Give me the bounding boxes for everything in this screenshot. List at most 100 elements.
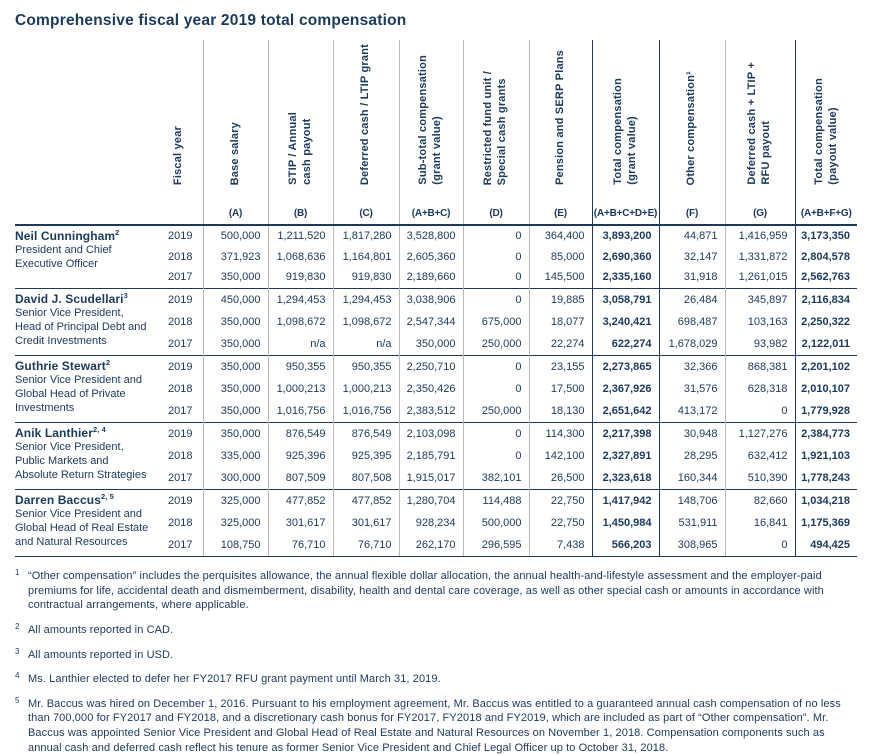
table-cell: 807,509 <box>267 466 333 490</box>
column-header-label: Restricted fund unit / Special cash gran… <box>482 70 508 185</box>
table-cell: 18,077 <box>528 310 592 333</box>
table-cell: 1,211,520 <box>267 224 333 247</box>
person-footnote-ref: 2, 5 <box>101 491 114 501</box>
table-cell: 2,250,322 <box>794 310 857 333</box>
table-cell: 413,172 <box>677 404 718 417</box>
footnote-marker: 3 <box>15 646 20 656</box>
compensation-table: Fiscal year Base salary STIP / Annual cash… <box>15 40 857 558</box>
table-cell: 23,155 <box>528 354 592 378</box>
table-cell: 2,189,660 <box>398 267 463 288</box>
fiscal-year-cell: 2017 <box>168 471 193 484</box>
table-cell: 76,710 <box>332 533 399 558</box>
table-cell: 103,163 <box>724 310 795 333</box>
table-cell: 2,367,926 <box>591 377 660 400</box>
table-cell: 26,500 <box>528 466 592 490</box>
table-cell: 3,058,791 <box>591 287 660 311</box>
table-cell: 876,549 <box>332 421 399 445</box>
table-cell: 76,710 <box>267 533 333 558</box>
fiscal-year-cell: 2019 <box>155 421 203 445</box>
column-header-label: Total compensation (payout value) <box>812 78 839 185</box>
footnote-text: Ms. Lanthier elected to defer her FY2017… <box>28 673 441 686</box>
table-cell: 876,549 <box>267 421 333 445</box>
person-cell: Anik Lanthier2, 4 Senior Vice President, … <box>15 421 155 490</box>
table-cell: 28,295 <box>683 449 718 462</box>
column-header-label: STIP / Annual cash payout <box>286 112 313 185</box>
person-name: David J. Scudellari3 <box>15 290 151 307</box>
table-cell: 950,355 <box>267 354 333 378</box>
person-role: Senior Vice President, Public Markets an… <box>15 441 147 481</box>
footnote: 4 Ms. Lanthier elected to defer her FY201… <box>15 671 860 687</box>
column-header-label: Deferred cash / LTIP grant <box>359 43 372 185</box>
table-cell: 31,576 <box>683 382 718 395</box>
table-cell: 0 <box>462 354 529 378</box>
table-cell: 350,000 <box>202 354 268 378</box>
table-cell: 300,000 <box>202 466 268 490</box>
table-cell: 371,923 <box>202 246 268 267</box>
person-cell: David J. Scudellari3 Senior Vice Presiden… <box>15 287 155 356</box>
table-cell: 350,000 <box>202 332 268 356</box>
fiscal-year-cell: 2018 <box>168 382 193 395</box>
table-cell: 0 <box>724 533 795 558</box>
person-footnote-ref: 2 <box>105 357 111 367</box>
table-cell: 350,000 <box>202 399 268 423</box>
table-cell: 925,396 <box>267 444 333 467</box>
person-role: Senior Vice President and Global Head of… <box>15 508 149 549</box>
fiscal-year-cell: 2018 <box>168 516 193 529</box>
table-cell: 32,147 <box>683 250 718 263</box>
table-cell: 632,412 <box>724 444 795 467</box>
column-letter: (A+B+F+G) <box>794 196 857 226</box>
table-cell: 2,122,011 <box>794 332 857 356</box>
column-letter: (F) <box>659 196 725 226</box>
footnote-text: Mr. Baccus was hired on December 1, 2016… <box>28 697 841 754</box>
column-letter: (E) <box>528 196 592 226</box>
person-footnote-ref: 2 <box>115 228 120 237</box>
person-name-text: Neil Cunningham <box>15 229 116 243</box>
table-cell: 477,852 <box>267 488 333 512</box>
table-cell: 450,000 <box>202 287 268 311</box>
header-corner-cell <box>15 40 155 226</box>
header-letters-row: (A) (B) (C) (A+B+C) (D) (E) (A+B+C+D+E) (F) (G)(… <box>15 196 857 226</box>
table-cell: 0 <box>462 377 529 400</box>
table-cell: 262,170 <box>398 533 463 558</box>
column-letter: (A+B+C) <box>398 196 463 226</box>
column-header-label: Base salary <box>228 121 241 185</box>
table-cell: 148,706 <box>659 488 725 512</box>
table-cell: 32,366 <box>659 354 725 378</box>
table-cell: 925,395 <box>332 444 399 467</box>
column-header-a: Base salary <box>202 40 268 196</box>
table-cell: 1,280,704 <box>398 488 463 512</box>
person-footnote-ref: 3 <box>123 290 128 300</box>
footnote-text: All amounts reported in CAD. <box>28 623 174 636</box>
table-row: 2018 325,000 301,617 301,617 928,234 500,000 2… <box>15 511 857 534</box>
table-cell: n/a <box>332 332 399 356</box>
table-row: 2017 350,000 1,016,756 1,016,756 2,383,512 25… <box>15 399 857 423</box>
table-cell: 85,000 <box>528 246 592 267</box>
person-role: Senior Vice President, Head of Principal… <box>15 306 147 347</box>
table-cell: 477,852 <box>332 488 399 512</box>
fiscal-year-cell: 2019 <box>155 224 203 247</box>
table-cell: 2,547,344 <box>398 310 463 333</box>
table-cell: 2,690,360 <box>591 246 660 267</box>
table-cell: 2,273,865 <box>591 354 660 378</box>
table-cell: 250,000 <box>462 332 529 356</box>
table-cell: 868,381 <box>724 354 795 378</box>
footnote: 3 All amounts reported in USD. <box>15 646 860 663</box>
fiscal-year-cell: 2019 <box>155 488 203 512</box>
person-cell: Guthrie Stewart2 Senior Vice President an… <box>15 354 155 423</box>
table-cell: 1,098,672 <box>332 310 399 333</box>
table-cell: 0 <box>462 444 529 467</box>
table-cell: 1,331,872 <box>724 246 795 267</box>
table-cell: 950,355 <box>332 354 399 378</box>
table-row: 2018 335,000 925,396 925,395 2,185,791 0 142,1… <box>15 444 857 467</box>
table-cell: 2,010,107 <box>794 377 857 400</box>
person-name-text: Darren Baccus <box>15 492 102 507</box>
table-cell: 1,294,453 <box>267 287 333 311</box>
table-cell: 350,000 <box>398 332 463 356</box>
table-cell: 350,000 <box>202 310 268 333</box>
table-cell: 2,201,102 <box>794 354 857 378</box>
column-header-abc: Sub-total compensation (grant value) <box>398 40 463 196</box>
page-title: Comprehensive fiscal year 2019 total com… <box>15 12 407 29</box>
column-letter: (G) <box>724 196 795 226</box>
table-cell: 1,678,029 <box>668 337 718 350</box>
table-cell: 2,335,160 <box>591 267 660 288</box>
